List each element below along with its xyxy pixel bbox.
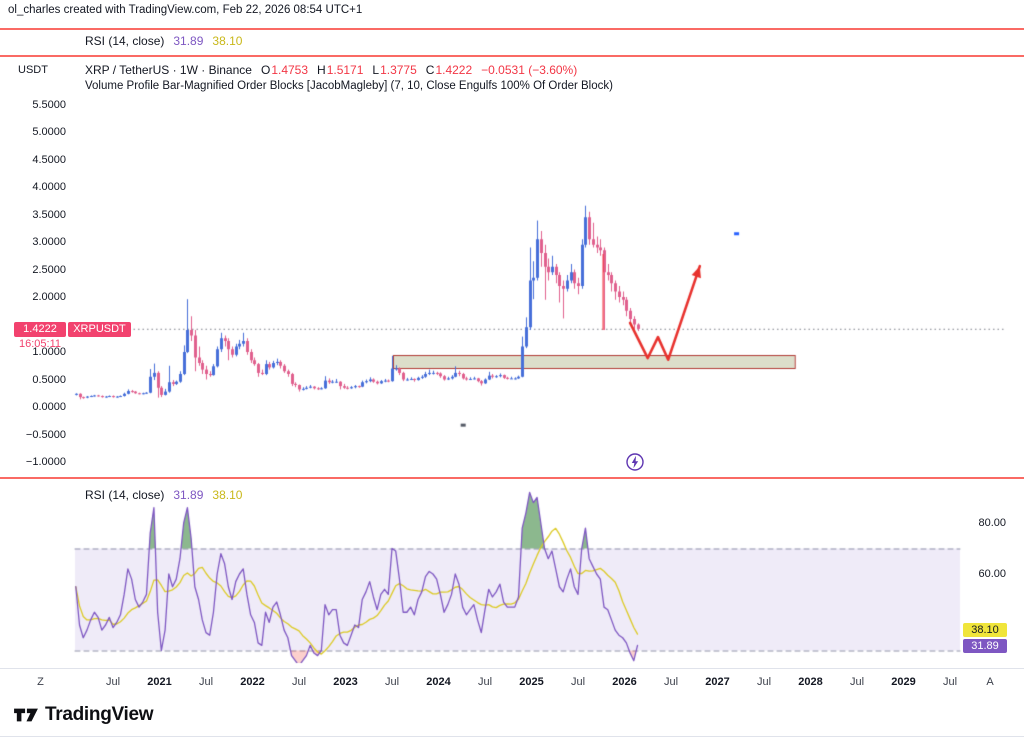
ohlc-close: C 1.4222 bbox=[425, 63, 473, 77]
rsi-top-legend: RSI (14, close) 31.89 38.10 bbox=[85, 34, 242, 48]
pane-separator-lower[interactable] bbox=[0, 477, 1024, 479]
change-value: −0.0531 (−3.60%) bbox=[481, 63, 578, 77]
rsi-pane-legend: RSI (14, close) 31.89 38.10 bbox=[85, 488, 242, 502]
attribution-text: ol_charles created with TradingView.com,… bbox=[8, 4, 363, 16]
symbol-name-label: XRPUSDT bbox=[68, 322, 131, 337]
indicator-title[interactable]: Volume Profile Bar-Magnified Order Block… bbox=[85, 80, 613, 92]
tradingview-logo[interactable]: TradingView bbox=[13, 704, 154, 726]
rsi-value: 31.89 bbox=[173, 34, 204, 48]
ohlc-open: O 1.4753 bbox=[260, 63, 309, 77]
rsi-pane-legend-title[interactable]: RSI (14, close) bbox=[85, 488, 165, 502]
rsi-ma-value: 38.10 bbox=[212, 34, 243, 48]
pane-bottom-border bbox=[0, 668, 1024, 669]
tradingview-logo-mark bbox=[14, 708, 38, 722]
page-bottom-border bbox=[0, 736, 1024, 737]
symbol-title[interactable]: XRP / TetherUS · 1W · Binance bbox=[85, 63, 252, 77]
pane-separator-upper[interactable] bbox=[0, 55, 1024, 57]
current-price-label: 1.4222 bbox=[14, 322, 66, 337]
price-scale-currency[interactable]: USDT bbox=[18, 64, 48, 76]
flash-marker-icon[interactable] bbox=[625, 452, 645, 472]
ohlc-high: H 1.5171 bbox=[317, 63, 364, 77]
pane-separator-top[interactable] bbox=[0, 28, 1024, 30]
ohlc-low: L 1.3775 bbox=[372, 63, 417, 77]
rsi-legend-title[interactable]: RSI (14, close) bbox=[85, 34, 165, 48]
bar-countdown: 16:05:11 bbox=[18, 338, 61, 350]
rsi-pane-ma-value: 38.10 bbox=[212, 488, 243, 502]
rsi-pane-value: 31.89 bbox=[173, 488, 204, 502]
indicator-legend-row: Volume Profile Bar-Magnified Order Block… bbox=[85, 80, 613, 92]
tradingview-wordmark: TradingView bbox=[45, 704, 154, 725]
